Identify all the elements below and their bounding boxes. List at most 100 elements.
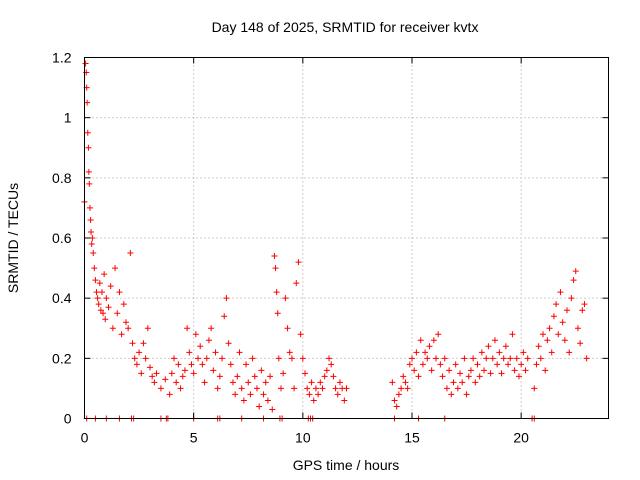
data-point (315, 391, 322, 398)
data-point (417, 337, 424, 344)
data-point (203, 355, 210, 362)
data-point (413, 349, 420, 356)
data-point (583, 355, 590, 362)
data-point (472, 379, 479, 386)
data-point (537, 355, 544, 362)
data-point (245, 379, 252, 386)
data-point (330, 373, 337, 380)
data-point (395, 391, 402, 398)
data-point (116, 289, 123, 296)
data-point (197, 343, 204, 350)
data-point (90, 250, 97, 257)
data-point (435, 331, 442, 338)
data-point (96, 280, 103, 287)
data-point (409, 355, 415, 362)
data-point (133, 361, 140, 368)
data-point (256, 403, 263, 410)
chart-title: Day 148 of 2025, SRMTID for receiver kvt… (212, 19, 479, 35)
data-point (467, 367, 474, 374)
y-tick-label: 0.8 (52, 170, 72, 186)
data-point (105, 304, 112, 311)
data-point (212, 349, 219, 356)
data-point (422, 349, 429, 356)
data-point (404, 385, 411, 392)
data-point (550, 313, 557, 320)
data-point (502, 343, 509, 350)
data-point (546, 325, 553, 332)
data-point (291, 385, 298, 392)
data-point (251, 373, 258, 380)
data-point (98, 289, 105, 296)
plot-frame (84, 57, 609, 419)
data-point (151, 379, 158, 386)
data-point (411, 367, 418, 374)
data-point (84, 129, 91, 136)
data-point (308, 379, 315, 386)
data-point (332, 385, 339, 392)
data-point (441, 355, 448, 362)
data-point (131, 355, 138, 362)
data-point (282, 295, 289, 302)
data-point (168, 370, 175, 377)
data-point (491, 337, 498, 344)
data-point (274, 310, 281, 317)
data-point (533, 361, 540, 368)
data-point (86, 204, 93, 211)
data-point (173, 379, 180, 386)
data-point (243, 361, 250, 368)
data-point (328, 361, 335, 368)
x-tick-label: 20 (513, 430, 529, 446)
data-point (275, 355, 282, 362)
data-point (310, 397, 317, 404)
y-tick-label: 1.2 (52, 50, 72, 66)
data-point (564, 307, 571, 314)
y-tick-label: 0.6 (52, 230, 72, 246)
data-point (229, 379, 236, 386)
data-point (400, 373, 407, 380)
data-point (157, 385, 164, 392)
data-point (103, 295, 110, 302)
data-point (88, 228, 95, 235)
data-point (91, 265, 98, 272)
tick-labels: 0 0.2 0.4 0.6 0.8 1 1.2 0 5 10 15 20 (52, 50, 529, 446)
data-point (184, 325, 191, 332)
data-point (253, 385, 260, 392)
data-point (175, 361, 182, 368)
data-point (443, 385, 450, 392)
data-point (88, 241, 95, 248)
data-point (127, 250, 134, 257)
y-tick-label: 0.4 (52, 290, 72, 306)
data-point (559, 319, 566, 326)
data-point (179, 373, 186, 380)
data-point (306, 391, 313, 398)
data-point (542, 367, 549, 374)
data-point (280, 370, 287, 377)
data-point (97, 307, 104, 314)
data-point (481, 367, 488, 374)
data-point (579, 307, 586, 314)
data-point (258, 367, 265, 374)
data-point (557, 289, 564, 296)
data-point (162, 376, 169, 383)
data-point (223, 295, 230, 302)
data-point (343, 385, 350, 392)
data-point (86, 180, 93, 187)
data-point (433, 355, 440, 362)
y-tick-label: 0 (64, 411, 72, 427)
data-point (511, 367, 518, 374)
data-point (297, 331, 304, 338)
data-point (326, 355, 333, 362)
data-point (389, 379, 396, 386)
data-point (323, 367, 330, 374)
data-point (476, 373, 483, 380)
data-point (336, 379, 343, 386)
data-point (419, 361, 426, 368)
data-point (437, 361, 444, 368)
data-point (487, 370, 494, 377)
data-point (201, 379, 208, 386)
data-point (114, 310, 121, 317)
data-point (249, 355, 256, 362)
data-point (548, 349, 555, 356)
data-point (581, 301, 588, 308)
